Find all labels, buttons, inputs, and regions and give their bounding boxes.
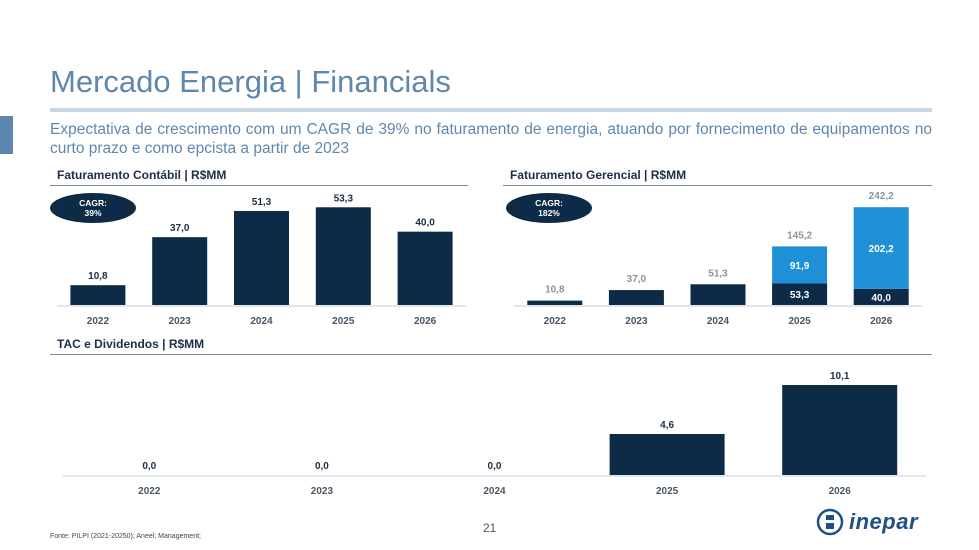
bar (782, 385, 898, 475)
segment-label: 91,9 (790, 261, 810, 272)
bar-segment (527, 300, 583, 305)
page-subtitle: Expectativa de crescimento com um CAGR d… (50, 121, 932, 157)
data-label: 40,0 (415, 218, 435, 229)
cagr-badge-gerencial: CAGR: 182% (506, 193, 592, 223)
total-label: 145,2 (787, 230, 812, 241)
tick-label: 2023 (625, 316, 648, 327)
segment-label: 40,0 (871, 293, 891, 304)
section-rule-tac (50, 354, 932, 355)
bar-segment (853, 207, 909, 289)
data-label: 0,0 (142, 461, 156, 472)
page-title: Mercado Energia | Financials (50, 64, 451, 99)
data-label: 10,8 (88, 271, 108, 282)
tick-label: 2026 (829, 486, 852, 497)
total-label: 242,2 (869, 191, 894, 202)
bar-segment (608, 290, 664, 305)
cagr-value: 182% (538, 208, 560, 218)
cagr-label: CAGR: (79, 198, 107, 208)
total-label: 51,3 (708, 268, 728, 279)
data-label: 0,0 (315, 461, 329, 472)
segment-label: 202,2 (869, 244, 894, 255)
total-label: 10,8 (545, 285, 565, 296)
data-label: 4,6 (660, 420, 674, 431)
inepar-logo: inepar (815, 508, 918, 536)
tick-label: 2026 (414, 316, 437, 327)
total-label: 37,0 (627, 274, 647, 285)
side-tab-marker (0, 116, 13, 154)
tick-label: 2025 (788, 316, 811, 327)
tick-label: 2025 (332, 316, 355, 327)
tick-label: 2023 (311, 486, 334, 497)
bar (234, 210, 289, 305)
tick-label: 2024 (250, 316, 273, 327)
bar (70, 285, 126, 305)
tick-label: 2026 (870, 316, 893, 327)
bar-segment (690, 284, 746, 305)
data-label: 0,0 (488, 461, 502, 472)
tick-label: 2024 (707, 316, 730, 327)
cagr-value: 39% (84, 208, 102, 218)
inepar-logo-icon (816, 508, 844, 536)
tick-label: 2024 (483, 486, 506, 497)
section-rule-contabil (50, 185, 468, 186)
data-label: 37,0 (170, 223, 190, 234)
cagr-label: CAGR: (535, 198, 563, 208)
data-label: 53,3 (334, 193, 354, 204)
bar (315, 207, 371, 305)
section-rule-gerencial (503, 185, 932, 186)
tick-label: 2022 (138, 486, 161, 497)
section-title-gerencial: Faturamento Gerencial | R$MM (510, 168, 687, 182)
bar (397, 231, 453, 305)
page-number: 21 (483, 521, 497, 535)
data-label: 10,1 (830, 371, 850, 382)
cagr-badge-contabil: CAGR: 39% (50, 193, 136, 223)
tick-label: 2022 (87, 316, 110, 327)
section-title-tac: TAC e Dividendos | R$MM (57, 337, 205, 351)
bar-segment (853, 288, 909, 305)
source-note: Fonte: PILPI (2021-20250); Aneel; Manage… (50, 533, 201, 540)
bar-segment (772, 246, 828, 284)
tick-label: 2022 (544, 316, 567, 327)
section-title-contabil: Faturamento Contábil | R$MM (57, 168, 227, 182)
tick-label: 2025 (656, 486, 679, 497)
tick-label: 2023 (169, 316, 192, 327)
bar-segment (772, 283, 828, 305)
data-label: 51,3 (252, 197, 272, 208)
bar (152, 237, 208, 305)
title-underline (50, 108, 932, 112)
logo-text: inepar (849, 509, 919, 534)
segment-label: 53,3 (790, 290, 810, 301)
bar (609, 434, 725, 475)
